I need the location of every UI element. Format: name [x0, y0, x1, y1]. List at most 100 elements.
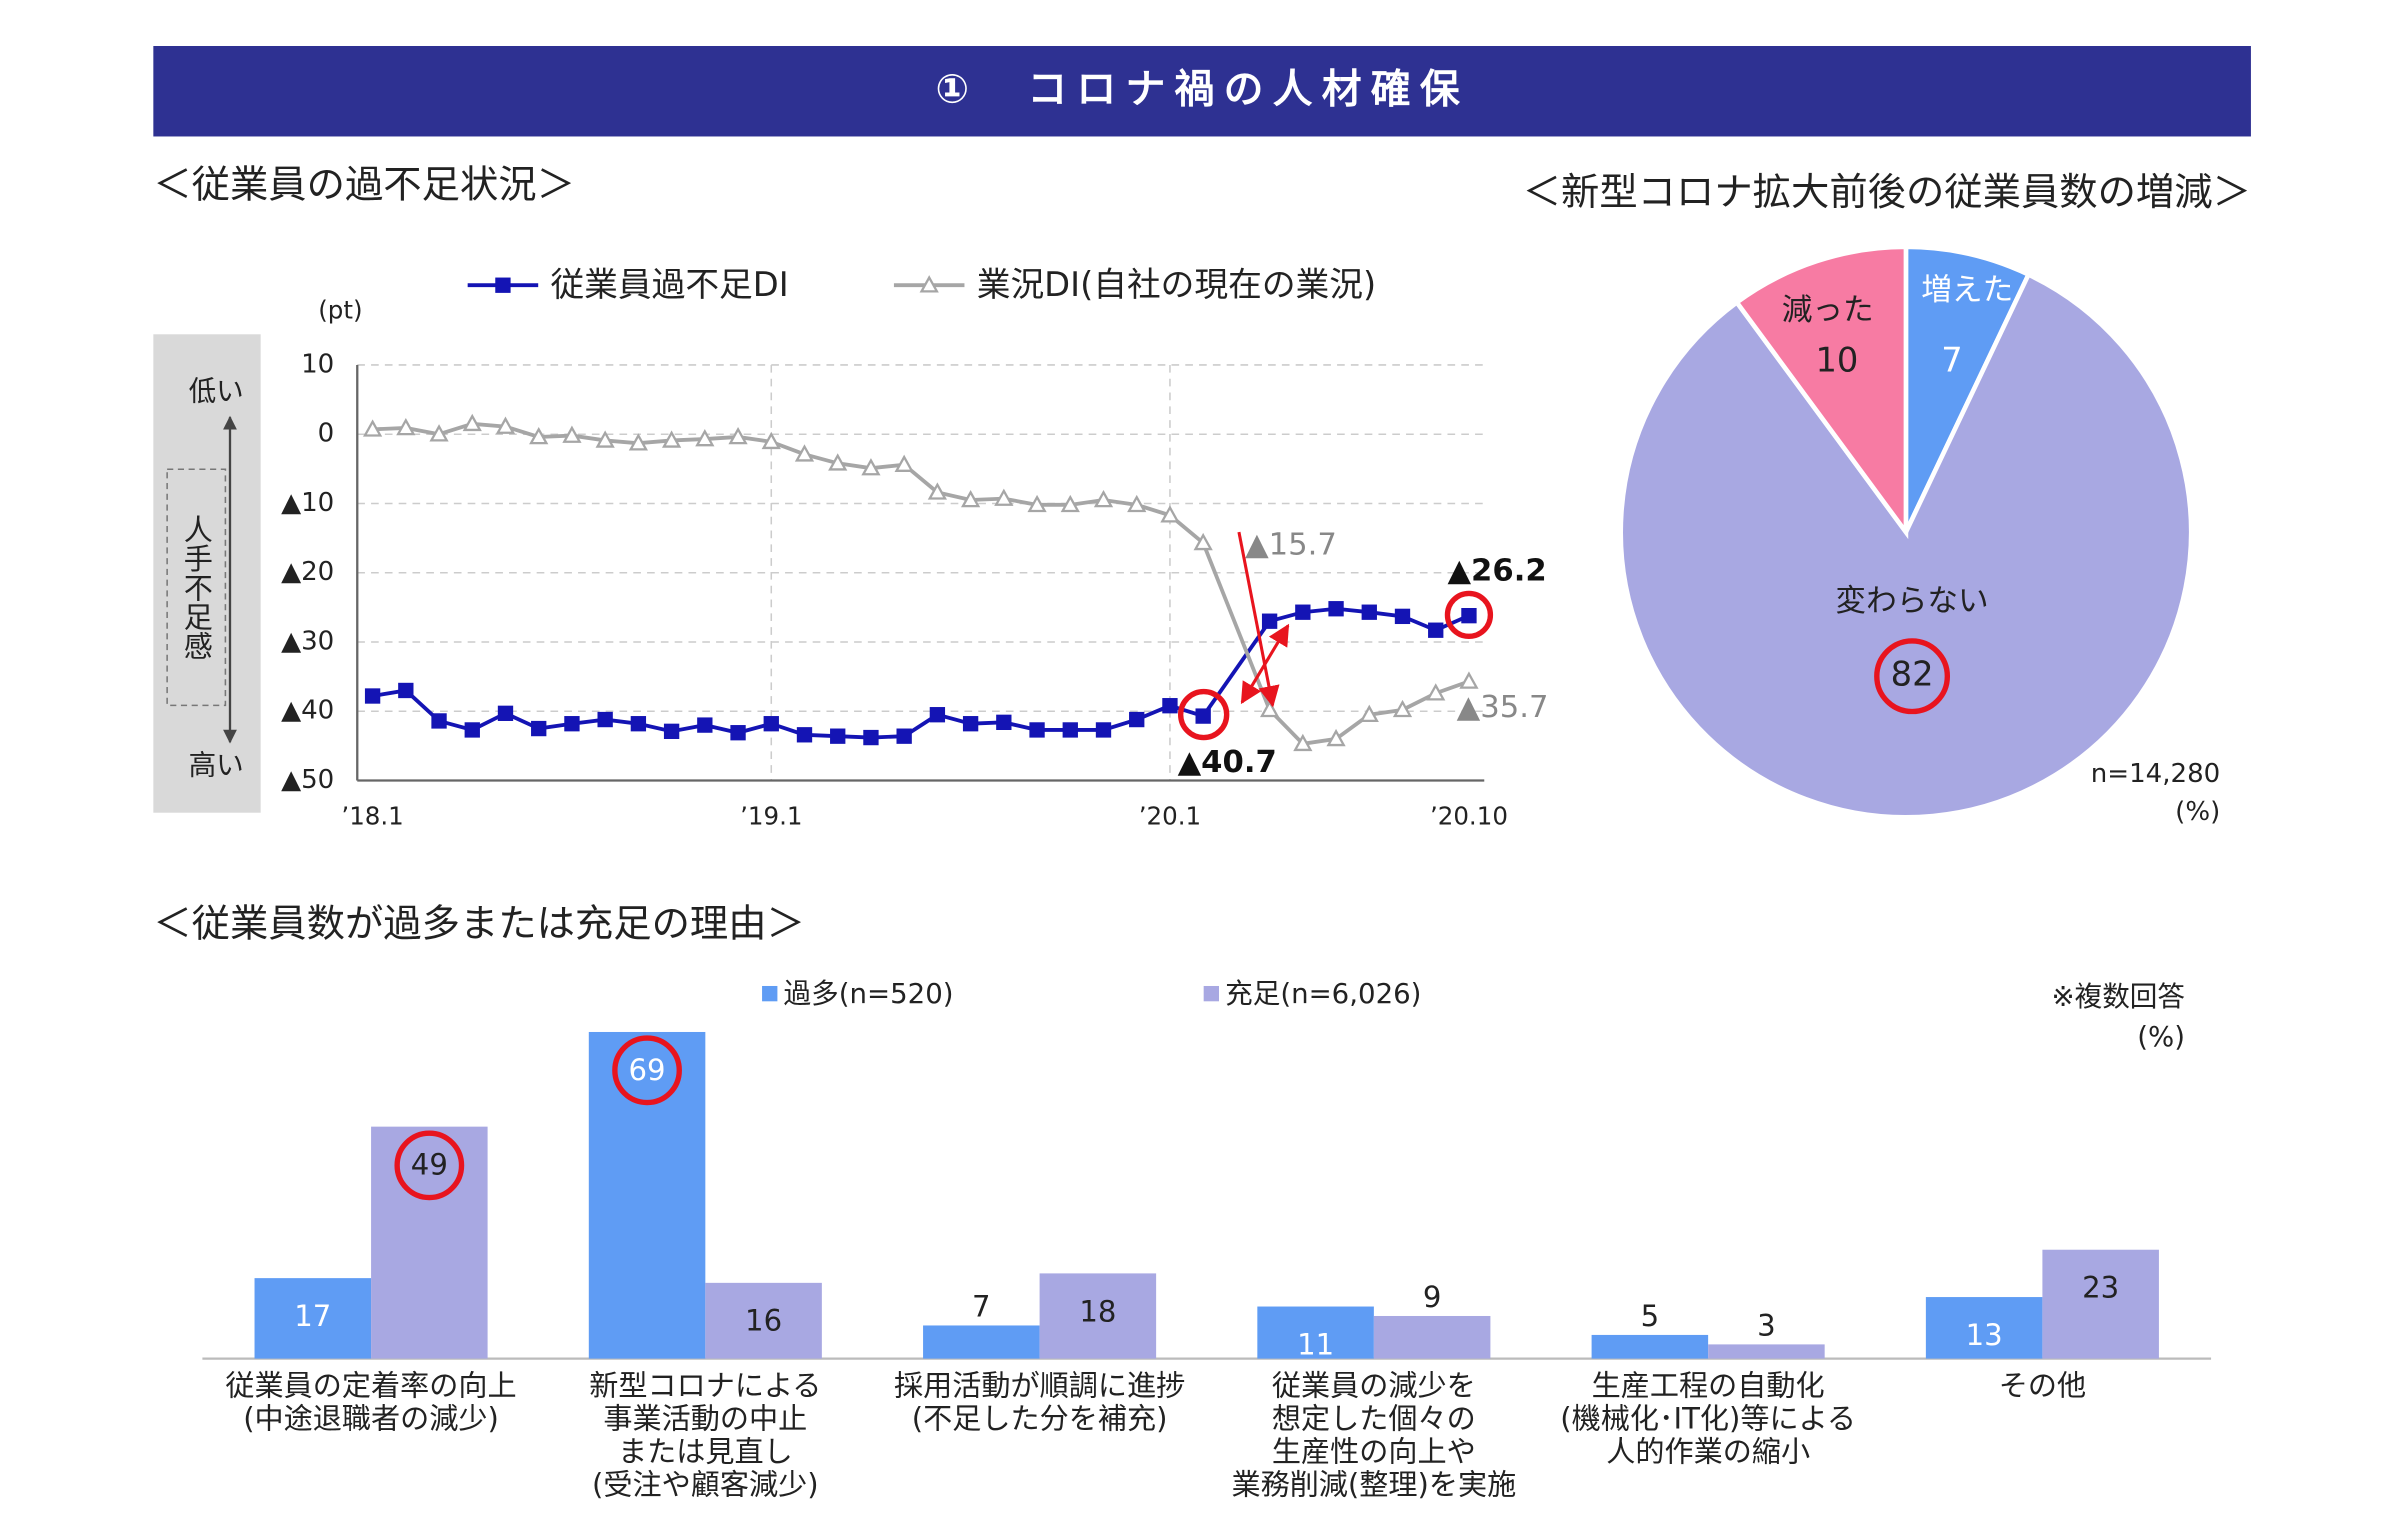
point: [1095, 722, 1112, 738]
point: [1259, 699, 1280, 718]
point: [597, 711, 613, 728]
y-tick-label: 10: [301, 349, 334, 379]
point: [1461, 608, 1477, 624]
highlight-ring: [1874, 638, 1951, 715]
point: [464, 722, 480, 738]
bar: [1039, 1273, 1157, 1359]
pie-slice: [1618, 271, 2194, 820]
category-label: (機械化･IT化)等による: [1560, 1402, 1856, 1436]
point: [1361, 604, 1377, 620]
point: [1029, 722, 1045, 738]
category-label: 採用活動が順調に進捗: [894, 1369, 1185, 1403]
header-band: [153, 46, 2251, 137]
point: [364, 688, 381, 704]
bar-value-label: 49: [411, 1148, 448, 1182]
point: [960, 489, 981, 508]
point: [663, 723, 680, 739]
side-label: 人手不足感: [179, 514, 213, 660]
bar: [2042, 1249, 2159, 1359]
series-line: [372, 688, 1204, 740]
bar-value-label: 16: [745, 1304, 782, 1338]
category-label: 新型コロナによる: [589, 1369, 821, 1403]
point: [362, 419, 383, 437]
point: [927, 482, 948, 500]
slice-label: 増えた: [1921, 273, 2013, 308]
legend-label: 業況DI(自社の現在の業況): [977, 265, 1376, 304]
category-label: (受注や顧客減少): [592, 1468, 819, 1502]
bar: [1925, 1297, 2043, 1359]
point: [896, 728, 912, 744]
point: [628, 433, 649, 451]
category-label: または見直し: [618, 1435, 793, 1469]
y-tick-label: 0: [318, 419, 335, 449]
series-connector: [1201, 542, 1272, 711]
bar-value-label: 9: [1423, 1280, 1442, 1314]
unit: (%): [2175, 797, 2220, 827]
point: [564, 716, 580, 732]
legend-label: 従業員過不足DI: [550, 265, 788, 304]
side-label: 低い: [189, 375, 244, 408]
pie-slice: [1903, 244, 2032, 534]
y-axis-unit: (pt): [318, 295, 362, 324]
point: [697, 717, 713, 733]
bar: [371, 1126, 488, 1359]
point: [1459, 671, 1479, 689]
point: [495, 416, 516, 434]
legend-swatch: [762, 985, 778, 1002]
y-tick-label: ▲30: [281, 626, 334, 656]
x-tick-label: ’18.1: [341, 801, 403, 830]
point: [894, 454, 914, 472]
annotation: ▲35.7: [1457, 690, 1549, 725]
category-label: 生産性の向上や: [1272, 1435, 1476, 1469]
point: [1195, 708, 1211, 724]
category-label: その他: [1999, 1369, 2086, 1403]
point: [1394, 608, 1411, 625]
section-title: ＜従業員数が過多または充足の理由＞: [153, 902, 805, 947]
point: [1127, 494, 1147, 513]
point: [763, 716, 779, 732]
y-tick-label: ▲50: [281, 765, 334, 795]
category-label: (中途退職者の減少): [243, 1402, 499, 1436]
point: [796, 727, 813, 743]
point: [761, 431, 781, 450]
point: [861, 458, 881, 476]
annotation: ▲26.2: [1447, 553, 1546, 588]
note: n=14,280: [2091, 759, 2220, 789]
point: [497, 705, 514, 721]
bar-value-label: 69: [629, 1053, 666, 1087]
highlight-ring: [1444, 590, 1494, 640]
legend-label: 過多(n=520): [784, 977, 954, 1010]
category-label: 想定した個々の: [1272, 1402, 1476, 1436]
pie-slice: [1733, 244, 1909, 540]
point: [1359, 704, 1379, 722]
point: [1261, 613, 1278, 629]
point: [595, 430, 615, 448]
point: [1093, 489, 1114, 508]
bar-value-label: 3: [1757, 1309, 1776, 1343]
category-label: 事業活動の中止: [603, 1402, 807, 1436]
point: [1428, 622, 1444, 638]
point: [1392, 699, 1413, 718]
legend-label: 充足(n=6,026): [1225, 977, 1421, 1010]
point: [1129, 711, 1145, 728]
point: [1062, 722, 1078, 738]
point: [396, 417, 416, 436]
point: [398, 682, 414, 699]
category-label: 従業員の減少を: [1272, 1369, 1476, 1403]
point: [962, 716, 979, 732]
category-label: 業務削減(整理)を実施: [1231, 1468, 1516, 1502]
bar-value-label: 5: [1641, 1299, 1660, 1333]
point: [531, 720, 547, 737]
category-label: 従業員の定着率の向上: [225, 1369, 516, 1403]
trend-arrow: [1240, 623, 1290, 705]
category-label: 生産工程の自動化: [1592, 1369, 1825, 1403]
slice-label: 変わらない: [1835, 584, 1988, 619]
slice-value: 7: [1941, 340, 1962, 379]
header-title: ① コロナ禍の人材確保: [935, 67, 1469, 113]
note: ※複数回答: [2052, 980, 2185, 1013]
y-tick-label: ▲20: [281, 557, 334, 587]
point: [1426, 683, 1446, 701]
y-tick-label: ▲40: [281, 696, 334, 726]
